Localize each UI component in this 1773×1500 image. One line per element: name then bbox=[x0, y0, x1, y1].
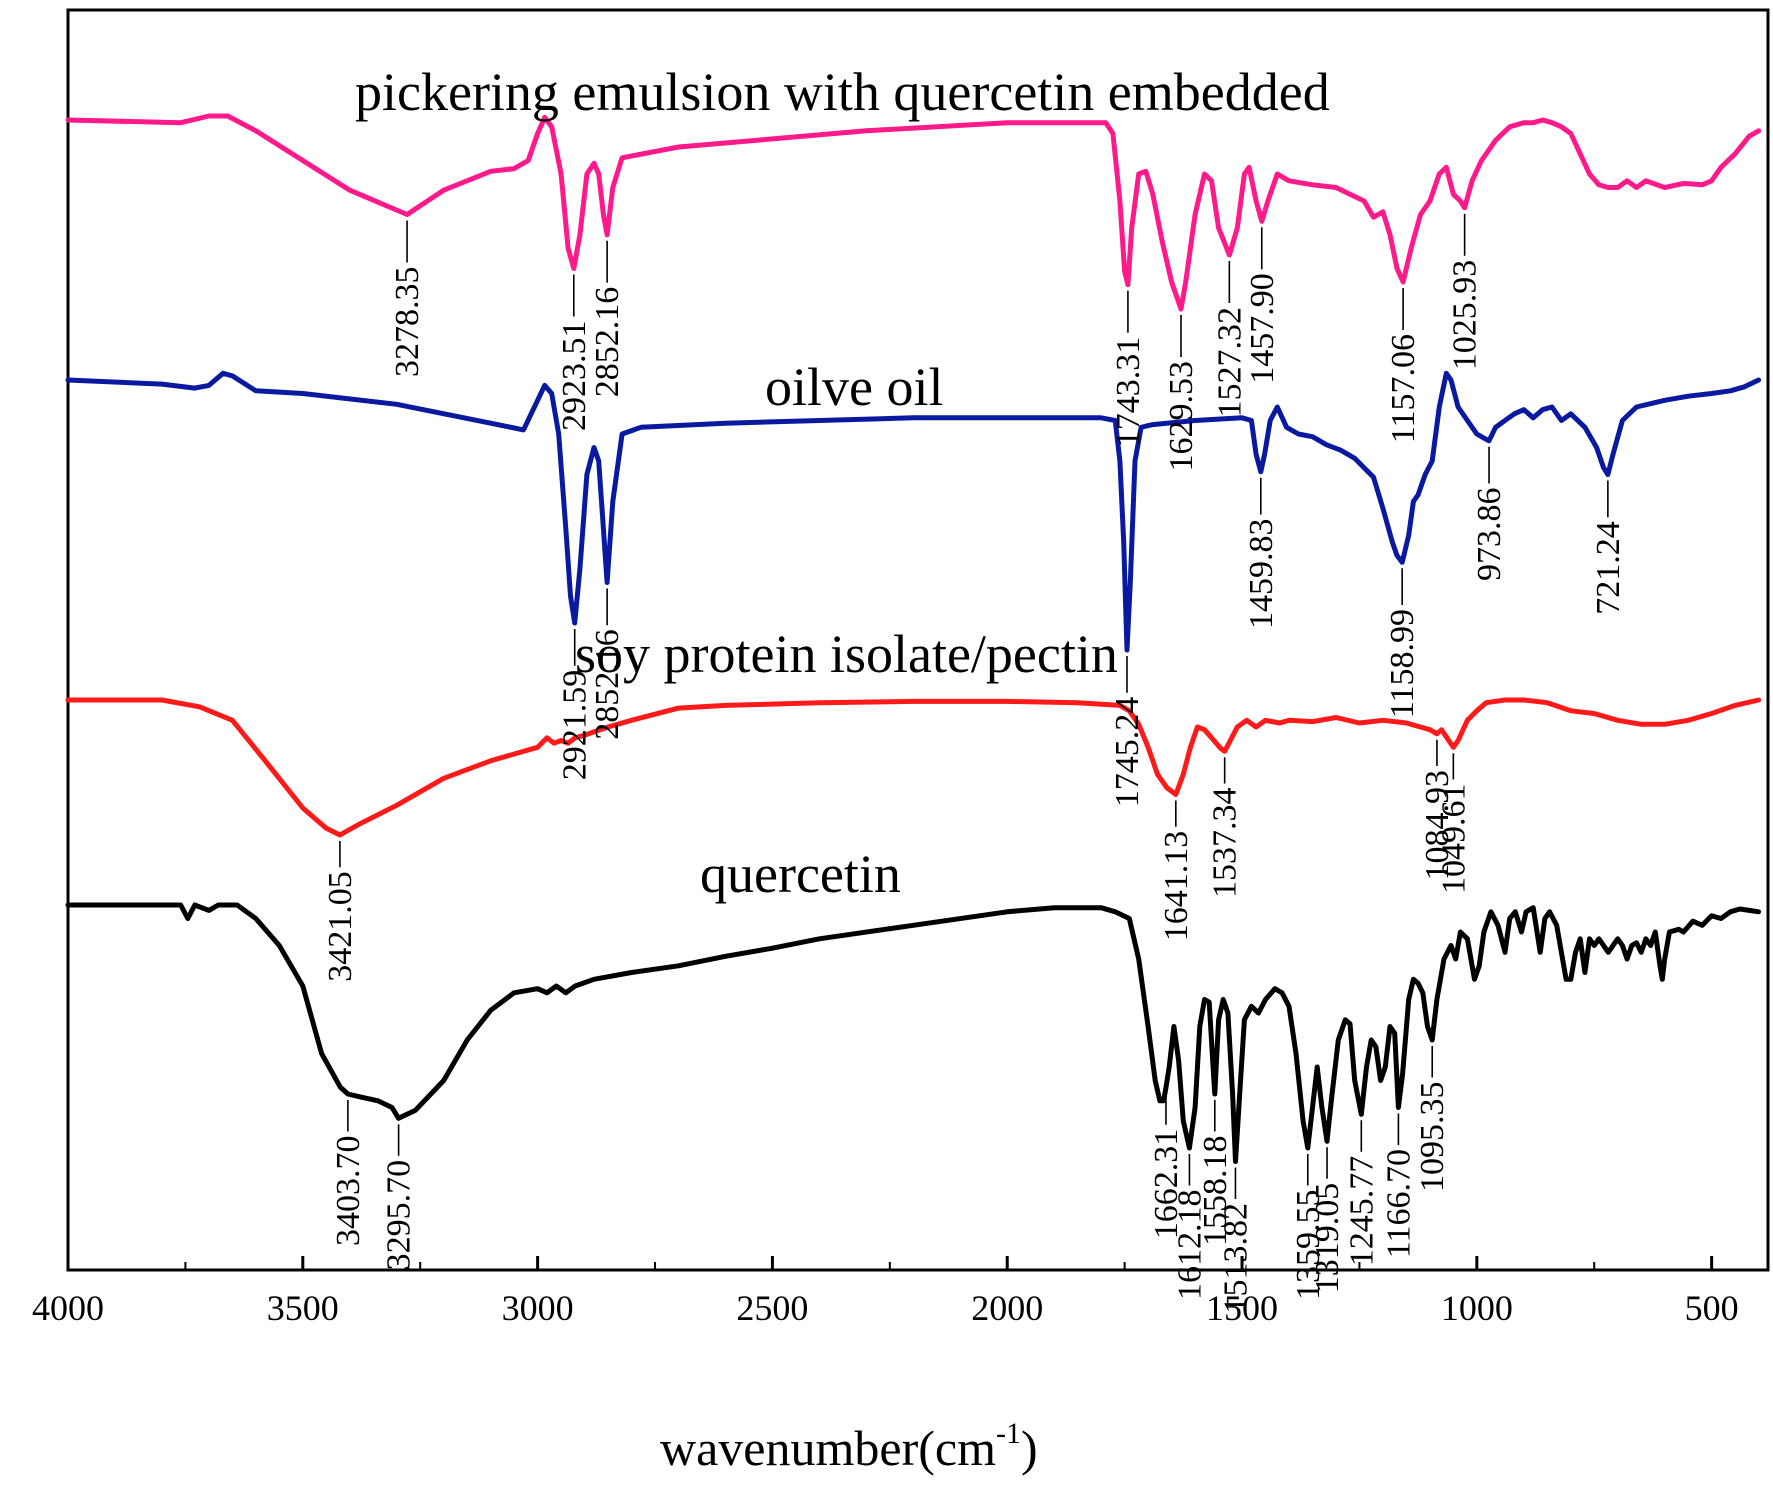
peak-label: 2852.16 bbox=[589, 287, 626, 398]
peak-label: 1245.77 bbox=[1343, 1156, 1380, 1267]
x-axis-title-main: wavenumber(cm bbox=[660, 1420, 996, 1476]
peak-label: 1457.90 bbox=[1244, 273, 1281, 384]
peak-label: 3403.70 bbox=[330, 1136, 367, 1247]
peak-label: 1025.93 bbox=[1447, 260, 1484, 371]
peak-label: 3421.05 bbox=[322, 871, 359, 982]
peak-label: 2852.16 bbox=[589, 629, 626, 740]
x-tick-label: 2500 bbox=[736, 1288, 808, 1328]
series-label-emulsion: pickering emulsion with quercetin embedd… bbox=[355, 62, 1330, 122]
peak-label: 1166.70 bbox=[1380, 1149, 1417, 1258]
peak-label: 1049.61 bbox=[1435, 784, 1472, 895]
peak-label: 2921.59 bbox=[557, 670, 594, 781]
x-axis: 4000 3500 3000 2500 2000 1500 1000 500 bbox=[32, 1256, 1739, 1328]
x-axis-title: wavenumber(cm-1) bbox=[660, 1417, 1038, 1476]
x-tick-label: 4000 bbox=[32, 1288, 104, 1328]
spectra bbox=[65, 113, 1762, 1164]
x-tick-label: 3000 bbox=[502, 1288, 574, 1328]
x-tick-label: 1500 bbox=[1206, 1288, 1278, 1328]
x-tick-label: 1000 bbox=[1441, 1288, 1513, 1328]
peak-label: 3278.35 bbox=[389, 267, 426, 378]
peak-label: 1641.13 bbox=[1158, 831, 1195, 942]
spectrum-line-series-0 bbox=[65, 113, 1762, 312]
series-label-quercetin: quercetin bbox=[700, 844, 901, 904]
peak-label: 1612.18 bbox=[1171, 1190, 1208, 1301]
peak-label: 1537.34 bbox=[1207, 788, 1244, 899]
plot-frame bbox=[66, 8, 1770, 1272]
x-axis-title-close: ) bbox=[1021, 1420, 1038, 1476]
peak-label: 1662.31 bbox=[1148, 1129, 1185, 1240]
peak-label: 1629.53 bbox=[1163, 361, 1200, 472]
peak-label: 1319.05 bbox=[1309, 1183, 1346, 1294]
series-label-olive-oil: oilve oil bbox=[765, 357, 943, 417]
x-tick-label: 500 bbox=[1685, 1288, 1739, 1328]
peak-label: 1084.93 bbox=[1419, 770, 1456, 881]
peak-label: 1513.82 bbox=[1217, 1203, 1254, 1314]
peak-label: 1558.18 bbox=[1197, 1136, 1234, 1247]
peak-label: 1459.83 bbox=[1243, 519, 1280, 630]
peak-label: 721.24 bbox=[1590, 521, 1627, 615]
peak-label: 3295.70 bbox=[381, 1160, 418, 1271]
peak-label: 1743.31 bbox=[1110, 337, 1147, 448]
peak-label: 1158.99 bbox=[1384, 609, 1421, 718]
x-tick-label: 3500 bbox=[267, 1288, 339, 1328]
spectrum-line-series-3 bbox=[65, 902, 1762, 1164]
peak-label: 973.86 bbox=[1471, 488, 1508, 582]
peak-label: 1527.32 bbox=[1211, 307, 1248, 418]
spectrum-line-series-2 bbox=[65, 697, 1762, 838]
spectrum-line-series-1 bbox=[65, 370, 1762, 653]
series-label-spi-pectin: soy protein isolate/pectin bbox=[575, 624, 1118, 684]
peak-label: 1095.35 bbox=[1414, 1082, 1451, 1193]
peak-label: 1157.06 bbox=[1385, 334, 1422, 443]
x-axis-title-sup: -1 bbox=[996, 1417, 1021, 1450]
peak-label: 2923.51 bbox=[556, 321, 593, 432]
x-tick-label: 2000 bbox=[971, 1288, 1043, 1328]
peak-label: 1359.55 bbox=[1290, 1190, 1327, 1301]
peak-label: 1745.24 bbox=[1109, 697, 1146, 808]
